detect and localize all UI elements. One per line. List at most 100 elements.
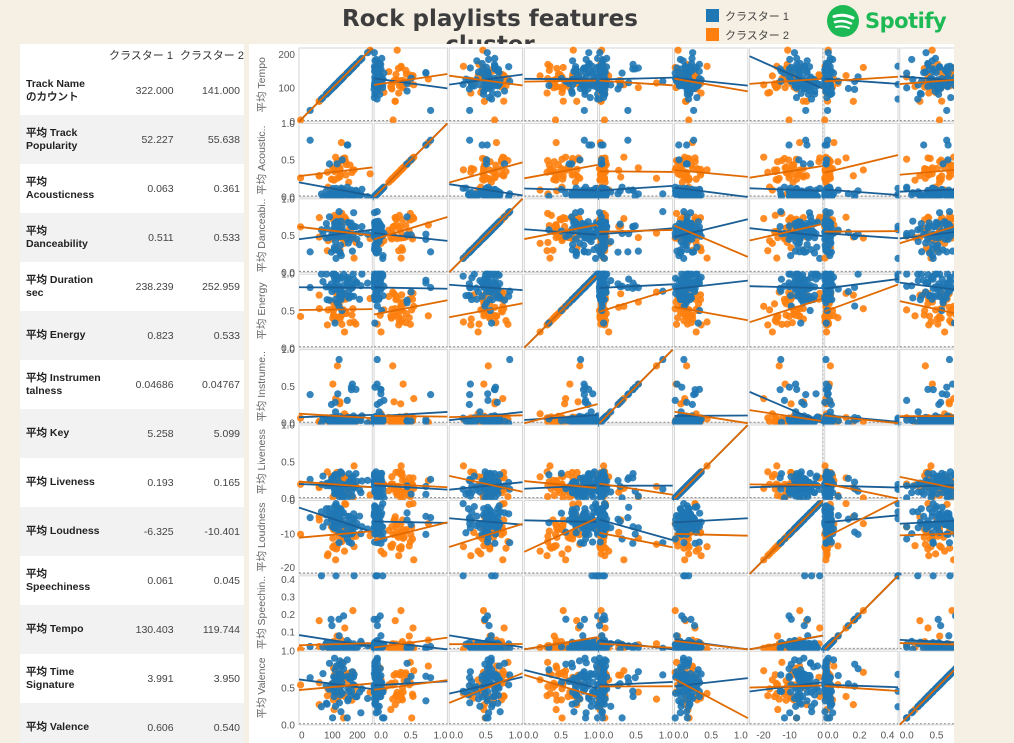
table-row[interactable]: 平均 Danceability 0.511 0.533	[20, 213, 244, 262]
table-row[interactable]: 平均 Liveness 0.193 0.165	[20, 458, 244, 507]
data-point	[496, 294, 504, 302]
cell-cluster-2: 119.744	[202, 623, 240, 636]
data-point	[859, 305, 867, 313]
data-point	[392, 70, 400, 79]
data-point	[777, 355, 785, 364]
table-row[interactable]: 平均 Loudness -6.325 -10.401	[20, 507, 244, 556]
scatter-panel	[595, 270, 674, 349]
data-point	[928, 295, 936, 303]
table-row[interactable]: 平均 Tempo 130.403 119.744	[20, 605, 244, 654]
table-row[interactable]: 平均 Instrumen talness 0.04686 0.04767	[20, 360, 244, 409]
cell-cluster-1: 3.991	[147, 672, 174, 685]
data-point	[588, 141, 596, 149]
data-point	[574, 398, 582, 406]
data-point	[600, 93, 608, 102]
data-point	[823, 93, 831, 102]
table-row[interactable]: 平均 Acousticness 0.063 0.361	[20, 164, 244, 213]
legend-item-cluster-2[interactable]: クラスター 2	[706, 25, 789, 44]
data-point	[784, 46, 792, 54]
table-row[interactable]: 平均 Speechiness 0.061 0.045	[20, 556, 244, 605]
cell-cluster-2: -10.401	[204, 525, 240, 538]
table-row[interactable]: 平均 Duration sec 238.239 252.959	[20, 262, 244, 311]
data-point	[802, 106, 810, 115]
scatter-panel	[749, 46, 824, 124]
cell-cluster-1: 322.000	[135, 84, 174, 97]
data-point	[794, 190, 802, 198]
data-point	[366, 170, 374, 178]
data-point	[568, 171, 576, 179]
data-point	[402, 66, 410, 74]
data-point	[692, 328, 700, 336]
data-point	[577, 208, 585, 216]
table-row[interactable]: 平均 Time Signature 3.991 3.950	[20, 654, 244, 703]
data-point	[490, 385, 499, 394]
data-point	[903, 183, 911, 191]
data-point	[618, 69, 626, 77]
table-row[interactable]: 平均 Valence 0.606 0.540	[20, 703, 244, 743]
data-point	[340, 328, 349, 336]
row-label: 平均 Danceability	[26, 224, 88, 250]
data-point	[552, 138, 560, 147]
scatter-panel	[523, 46, 602, 124]
data-point	[364, 279, 372, 287]
trend-line	[524, 79, 598, 83]
data-point	[377, 60, 385, 69]
data-point	[691, 154, 699, 162]
cell-cluster-2: 0.361	[213, 182, 240, 195]
data-point	[768, 72, 776, 80]
data-point	[585, 385, 593, 394]
data-point	[597, 156, 606, 164]
data-point	[490, 174, 499, 182]
table-row[interactable]: 平均 Energy 0.823 0.533	[20, 311, 244, 360]
data-point	[588, 69, 596, 77]
data-point	[909, 217, 917, 225]
data-point	[467, 321, 475, 329]
data-point	[676, 81, 685, 89]
header-cluster-2[interactable]: クラスター 2	[180, 50, 244, 62]
data-point	[821, 141, 829, 149]
data-point	[379, 254, 387, 263]
data-point	[685, 66, 693, 74]
legend-item-cluster-1[interactable]: クラスター 1	[706, 6, 789, 25]
scatter-panel	[523, 349, 602, 427]
data-point	[671, 396, 679, 405]
data-point	[502, 168, 510, 176]
table-row[interactable]: 平均 Track Popularity 52.227 55.638	[20, 115, 244, 164]
data-point	[333, 362, 342, 370]
data-point	[352, 279, 360, 287]
data-point	[690, 106, 698, 115]
cell-cluster-2: 0.04767	[202, 378, 240, 391]
data-point	[903, 155, 911, 163]
scatter-panel	[296, 349, 374, 427]
data-point	[854, 187, 862, 195]
header-cluster-1[interactable]: クラスター 1	[109, 50, 173, 62]
data-point	[427, 106, 435, 115]
data-point	[926, 154, 934, 163]
table-row[interactable]: 平均 Key 5.258 5.099	[20, 409, 244, 458]
scatter-matrix[interactable]: 平均 Tempo 0 100 200 平均 Acoustic.. 0.0 0.5 1.0 平均 …	[249, 44, 954, 743]
cell-cluster-2: 0.540	[213, 721, 240, 734]
data-point	[328, 287, 336, 296]
data-point	[332, 254, 340, 263]
data-point	[688, 312, 697, 320]
data-point	[785, 116, 793, 124]
data-point	[325, 160, 334, 168]
data-point	[484, 362, 492, 370]
data-point	[775, 362, 783, 370]
data-point	[676, 295, 685, 304]
data-point	[634, 247, 642, 255]
data-point	[552, 221, 560, 229]
data-point	[823, 106, 832, 115]
scatter-panel	[671, 198, 749, 273]
scatter-panel	[821, 46, 902, 124]
data-point	[696, 296, 705, 304]
data-point	[459, 272, 467, 280]
data-point	[792, 277, 801, 286]
cell-cluster-2: 0.165	[213, 476, 240, 489]
table-row[interactable]: Track Name のカウント 322.000 141.000	[20, 66, 244, 115]
scatter-panel	[671, 122, 749, 201]
data-point	[371, 319, 379, 327]
data-point	[546, 62, 554, 70]
data-point	[806, 306, 814, 315]
